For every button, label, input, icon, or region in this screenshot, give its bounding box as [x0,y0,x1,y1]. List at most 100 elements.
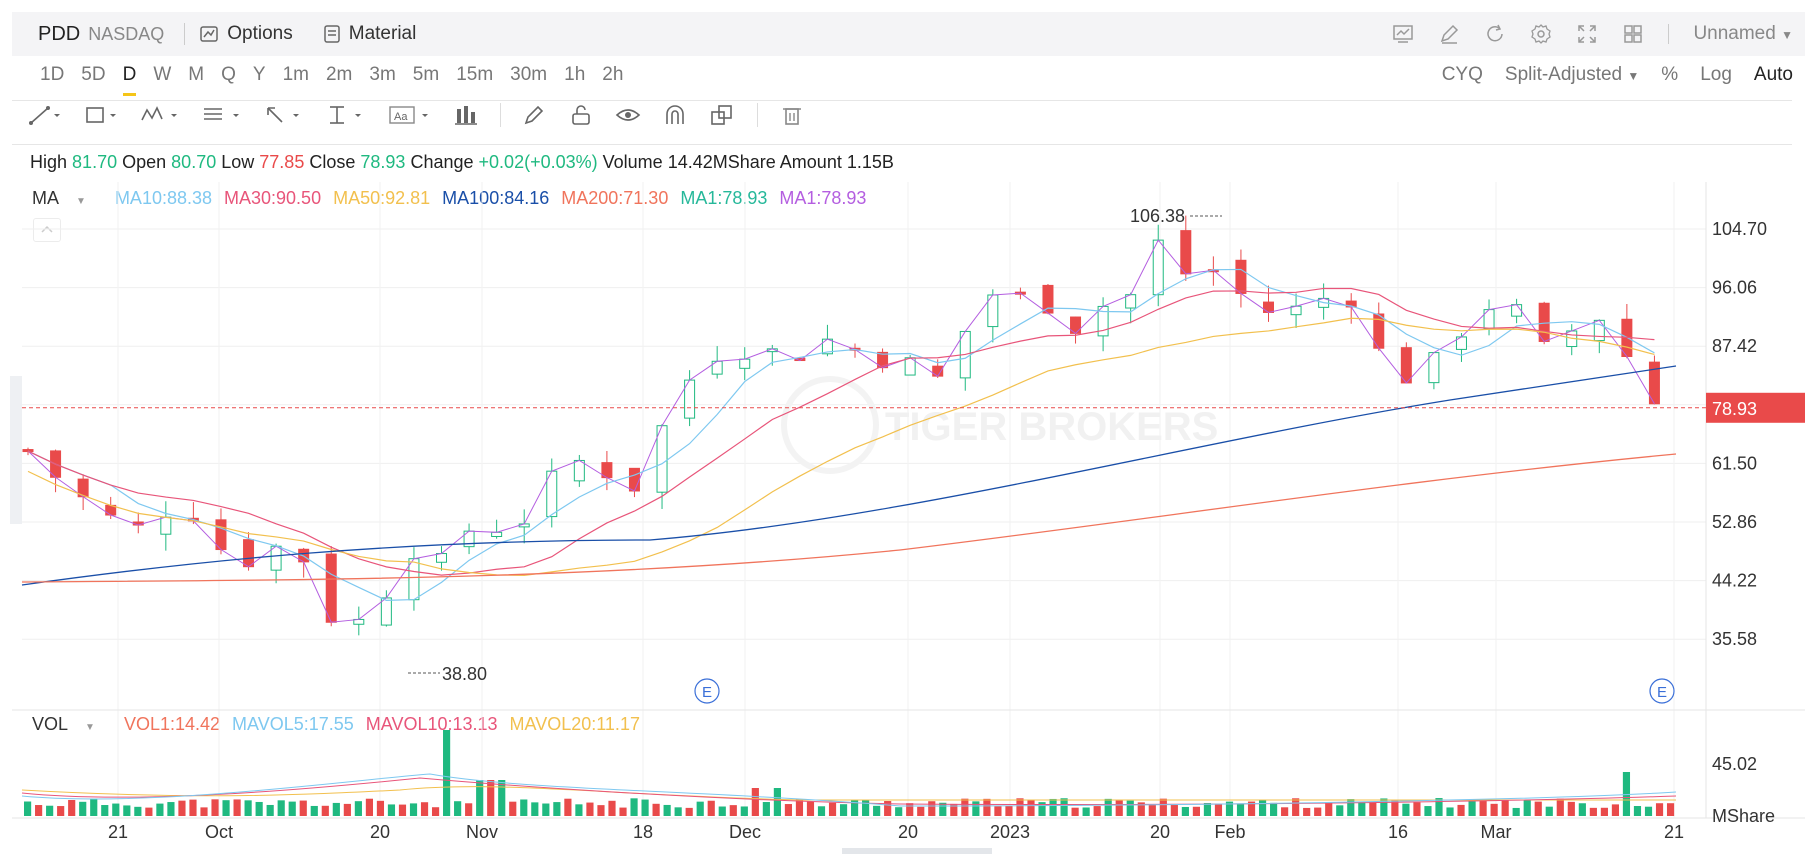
trend-line-icon [29,106,60,125]
clone-tool[interactable] [709,104,735,126]
pattern-tool[interactable] [140,104,180,126]
period-1m[interactable]: 1m [282,64,309,85]
period-W[interactable]: W [153,64,172,85]
candle-body [408,558,420,601]
collapse-legend-button[interactable] [33,218,61,242]
candle-body [739,358,751,369]
period-M[interactable]: M [188,64,205,85]
rectangle-icon [86,107,116,123]
magnet-icon [666,105,684,124]
candle-body [1511,304,1523,317]
volume-bar [1501,800,1509,816]
period-2h[interactable]: 2h [602,64,624,85]
measure-tool[interactable] [326,104,366,126]
period-3m[interactable]: 3m [369,64,396,85]
volume-bar [266,804,274,816]
lock-tool[interactable] [569,104,593,126]
delete-tool[interactable] [780,104,804,126]
volume-bar [1424,806,1432,816]
volume-bar [321,805,329,816]
period-2m[interactable]: 2m [325,64,353,85]
volume-bar [608,800,616,816]
symbol-label[interactable]: PDD [38,22,81,45]
candle-body [1538,302,1550,342]
volume-bar [409,803,418,816]
layout-name-dropdown[interactable]: Unnamed ▼ [1693,23,1793,45]
period-5D[interactable]: 5D [81,64,106,85]
volume-bar [476,780,484,816]
volume-bar [542,803,550,816]
pattern-icon [141,106,177,121]
period-5m[interactable]: 5m [412,64,440,85]
volume-bar [332,802,340,816]
volume-bar [1258,799,1267,816]
volume-bar [1303,807,1311,816]
ma-legend-item: MA10:88.38 [114,188,213,208]
brush-tool[interactable] [523,104,547,126]
period-30m[interactable]: 30m [510,64,548,85]
caret-down-icon: ▼ [1627,69,1640,83]
volume-bar [222,800,230,816]
period-Y[interactable]: Y [252,64,266,85]
period-D[interactable]: D [122,64,137,96]
timeline-scroll-handle[interactable] [842,848,992,854]
cyq-toggle[interactable]: CYQ [1441,64,1483,85]
time-axis-label: 20 [1150,822,1170,842]
period-15m[interactable]: 15m [456,64,494,85]
volume-bar [1578,803,1586,816]
volume-bar [1457,804,1465,816]
volume-bar [553,802,561,816]
volume-bar [365,798,373,816]
volume-bar [145,807,153,816]
fib-tool[interactable] [202,104,242,126]
volume-bar [509,801,517,816]
magnet-tool[interactable] [663,104,687,126]
gear-icon[interactable] [1530,23,1552,45]
ma-legend-item: MA100:84.16 [442,188,550,208]
percent-toggle[interactable]: % [1661,64,1679,85]
period-Q[interactable]: Q [221,64,236,85]
line-tool[interactable] [28,104,62,126]
mavol20-line [21,786,1677,802]
log-toggle[interactable]: Log [1700,64,1732,85]
arrow-tool[interactable] [264,104,304,126]
ma-dropdown[interactable]: MA ▼ [32,188,98,208]
price-axis-label: 35.58 [1712,629,1757,649]
text-tool[interactable]: Aa [388,104,432,126]
volume-bar [1413,802,1421,816]
volume-bar [917,806,925,816]
volume-bar [1369,801,1377,816]
period-1h[interactable]: 1h [564,64,586,85]
fullscreen-icon[interactable] [1576,23,1598,45]
shape-tool[interactable] [84,104,118,126]
volume-bar [1600,807,1608,816]
mavol10-line [21,777,1677,806]
adjust-dropdown[interactable]: Split-Adjusted ▼ [1505,64,1639,86]
candle-body [1263,301,1274,313]
volume-bar [762,802,770,816]
price-axis-label: 96.06 [1712,278,1757,298]
divider [1668,24,1670,44]
vol-dropdown[interactable]: VOL ▼ [32,714,107,734]
period-1D[interactable]: 1D [40,64,65,85]
auto-toggle[interactable]: Auto [1753,64,1793,85]
left-panel-handle[interactable] [10,376,22,524]
volume-bar [167,802,175,816]
ma30-line [27,287,1655,576]
price-axis-label: 44.22 [1712,571,1757,591]
earnings-marker-label: E [702,684,712,701]
volume-bar [1468,801,1476,816]
edit-icon[interactable] [1438,23,1460,45]
indicator-icon[interactable] [1392,23,1414,45]
options-button[interactable]: Options [199,23,293,45]
visibility-tool[interactable] [615,104,641,126]
volume-bar [531,802,539,816]
layout-grid-icon[interactable] [1622,23,1644,45]
volume-bar [1325,803,1333,816]
refresh-icon[interactable] [1484,23,1506,45]
candle-tool[interactable] [454,104,478,126]
options-icon [200,26,219,42]
volume-bar [630,798,638,816]
material-button[interactable]: Material [323,23,416,45]
